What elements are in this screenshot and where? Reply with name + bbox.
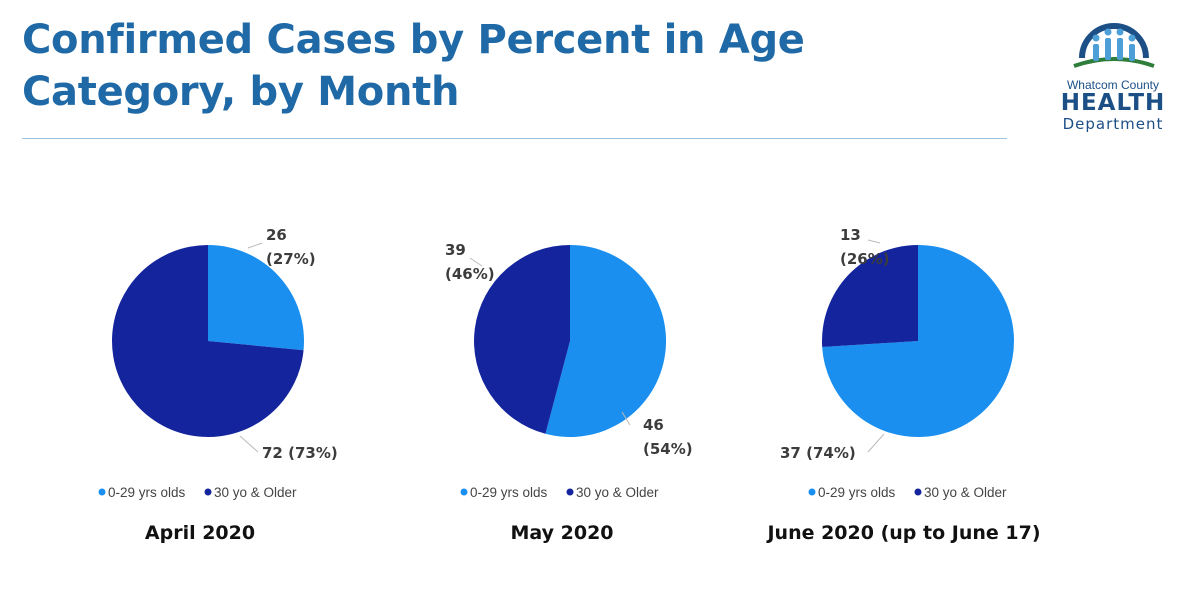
pie-slice-0-29 — [545, 245, 667, 437]
pie-slice-0-29 — [822, 245, 1015, 438]
legend-label-30-plus: 30 yo & Older — [214, 485, 297, 500]
data-label: 72 (73%) — [262, 444, 338, 462]
legend-marker-0-29 — [808, 488, 816, 496]
legend-label-30-plus: 30 yo & Older — [576, 485, 659, 500]
pie-slice-30-plus — [474, 245, 570, 434]
legend-marker-0-29 — [460, 488, 468, 496]
legend-marker-30-plus — [566, 488, 574, 496]
data-label: 13 — [840, 226, 861, 244]
data-label-leader — [239, 435, 259, 453]
data-label: (26%) — [840, 250, 890, 268]
legend-marker-30-plus — [204, 488, 212, 496]
pie-chart-3: 37 (74%) 13 (26%) 0-29 yrs olds 30 yo & Olde… — [765, 226, 1040, 544]
pie-chart-1: 26 (27%) 72 (73%) 0-29 yrs olds 30 yo & Olde… — [98, 226, 338, 544]
data-label-leader — [867, 239, 881, 244]
logo-text-department: Department — [1062, 115, 1164, 133]
pie-slice-0-29 — [208, 245, 305, 351]
data-label-leader — [621, 411, 631, 426]
chart-title: June 2020 (up to June 17) — [765, 522, 1040, 544]
people-circle-icon — [1073, 23, 1155, 68]
pie-chart-2: 46 (54%) 39 (46%) 0-29 yrs olds 30 yo & Older… — [445, 241, 693, 544]
chart-title: April 2020 — [145, 522, 255, 544]
logo-text-health: HEALTH — [1060, 90, 1166, 116]
data-label-leader — [247, 242, 263, 249]
data-label: 46 — [643, 416, 664, 434]
legend-label-0-29: 0-29 yrs olds — [470, 485, 548, 500]
health-department-logo: Whatcom County HEALTH Department — [1038, 8, 1188, 134]
data-label: 39 — [445, 241, 466, 259]
pie-slice-30-plus — [112, 245, 304, 437]
legend-label-30-plus: 30 yo & Older — [924, 485, 1007, 500]
logo-text-county: Whatcom County — [1066, 78, 1160, 92]
data-label: (54%) — [643, 440, 693, 458]
data-label-leader — [469, 257, 483, 267]
page-title: Confirmed Cases by Percent in Age Catego… — [22, 14, 1002, 118]
data-label: 26 — [266, 226, 287, 244]
data-label-leader — [867, 433, 885, 453]
data-label: 37 (74%) — [780, 444, 856, 462]
legend-label-0-29: 0-29 yrs olds — [818, 485, 896, 500]
pie-slice-30-plus — [822, 245, 918, 348]
page-title-line-2: Category, by Month — [22, 69, 460, 115]
legend-marker-30-plus — [914, 488, 922, 496]
chart-title: May 2020 — [510, 522, 613, 544]
page-title-line-1: Confirmed Cases by Percent in Age — [22, 17, 805, 63]
legend-marker-0-29 — [98, 488, 106, 496]
data-label: (27%) — [266, 250, 316, 268]
legend-label-0-29: 0-29 yrs olds — [108, 485, 186, 500]
data-label: (46%) — [445, 265, 495, 283]
title-divider — [22, 138, 1007, 139]
